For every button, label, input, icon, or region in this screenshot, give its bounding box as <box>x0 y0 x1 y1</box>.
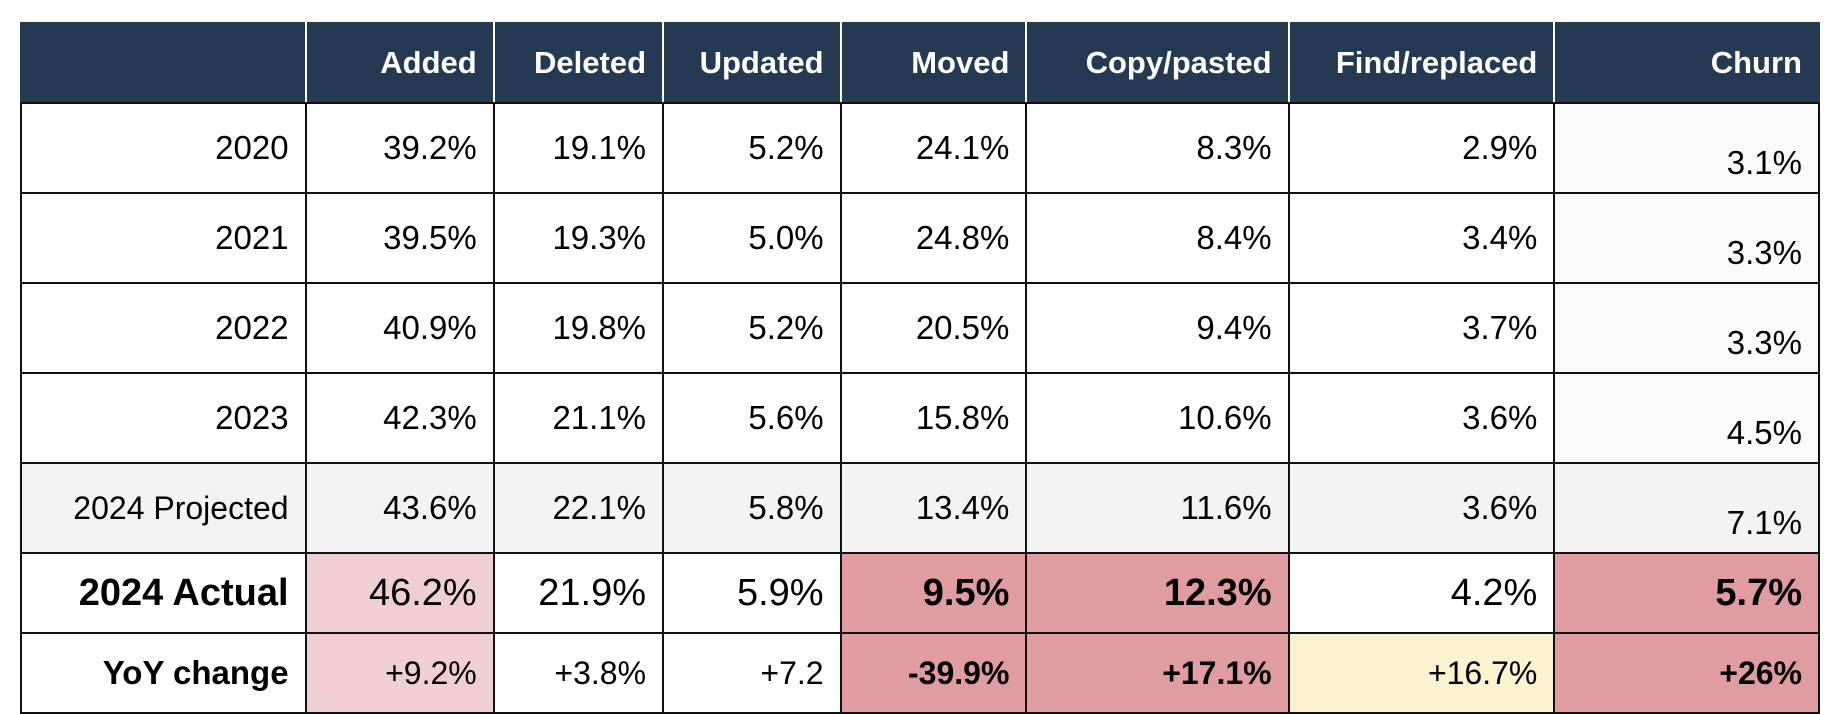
cell-find-replaced: 3.6% <box>1287 372 1556 464</box>
table-row-2024-projected: 2024 Projected 43.6% 22.1% 5.8% 13.4% 11… <box>20 462 1820 554</box>
cell-updated: 5.6% <box>662 372 842 464</box>
cell-copy-pasted: 12.3% <box>1025 552 1290 634</box>
cell-updated: +7.2 <box>662 632 842 714</box>
header-deleted: Deleted <box>492 22 665 104</box>
cell-churn: 5.7% <box>1553 552 1820 634</box>
cell-copy-pasted: 9.4% <box>1025 282 1290 374</box>
cell-find-replaced: 3.6% <box>1287 462 1556 554</box>
table-row-2020: 2020 39.2% 19.1% 5.2% 24.1% 8.3% 2.9% 3.… <box>20 102 1820 194</box>
cell-churn: +26% <box>1553 632 1820 714</box>
cell-added: 46.2% <box>304 552 495 634</box>
cell-find-replaced: +16.7% <box>1287 632 1556 714</box>
cell-updated: 5.0% <box>662 192 842 284</box>
header-corner <box>20 22 307 104</box>
table-row-2021: 2021 39.5% 19.3% 5.0% 24.8% 8.4% 3.4% 3.… <box>20 192 1820 284</box>
cell-added: 42.3% <box>304 372 495 464</box>
row-label: 2022 <box>20 282 307 374</box>
cell-updated: 5.9% <box>662 552 842 634</box>
row-label: 2020 <box>20 102 307 194</box>
code-change-stats-table: Added Deleted Updated Moved Copy/pasted … <box>20 22 1820 714</box>
cell-churn: 7.1% <box>1553 462 1820 554</box>
cell-copy-pasted: 8.4% <box>1025 192 1290 284</box>
cell-copy-pasted: 10.6% <box>1025 372 1290 464</box>
row-label: 2023 <box>20 372 307 464</box>
cell-moved: 15.8% <box>839 372 1028 464</box>
cell-added: 39.2% <box>304 102 495 194</box>
table-row-2024-actual: 2024 Actual 46.2% 21.9% 5.9% 9.5% 12.3% … <box>20 552 1820 634</box>
cell-churn: 4.5% <box>1553 372 1820 464</box>
cell-added: 43.6% <box>304 462 495 554</box>
cell-churn: 3.1% <box>1553 102 1820 194</box>
row-label: 2021 <box>20 192 307 284</box>
cell-moved: -39.9% <box>839 632 1028 714</box>
cell-churn: 3.3% <box>1553 192 1820 284</box>
row-label: 2024 Actual <box>20 552 307 634</box>
table-row-2023: 2023 42.3% 21.1% 5.6% 15.8% 10.6% 3.6% 4… <box>20 372 1820 464</box>
cell-find-replaced: 4.2% <box>1287 552 1556 634</box>
cell-updated: 5.8% <box>662 462 842 554</box>
cell-deleted: 19.1% <box>492 102 665 194</box>
header-find-replaced: Find/replaced <box>1287 22 1556 104</box>
table-row-2022: 2022 40.9% 19.8% 5.2% 20.5% 9.4% 3.7% 3.… <box>20 282 1820 374</box>
cell-deleted: 19.8% <box>492 282 665 374</box>
cell-added: +9.2% <box>304 632 495 714</box>
cell-moved: 9.5% <box>839 552 1028 634</box>
header-added: Added <box>304 22 495 104</box>
cell-deleted: 21.9% <box>492 552 665 634</box>
row-label: 2024 Projected <box>20 462 307 554</box>
cell-updated: 5.2% <box>662 282 842 374</box>
cell-copy-pasted: 11.6% <box>1025 462 1290 554</box>
cell-moved: 24.8% <box>839 192 1028 284</box>
cell-copy-pasted: 8.3% <box>1025 102 1290 194</box>
cell-deleted: 22.1% <box>492 462 665 554</box>
cell-moved: 20.5% <box>839 282 1028 374</box>
cell-copy-pasted: +17.1% <box>1025 632 1290 714</box>
cell-find-replaced: 2.9% <box>1287 102 1556 194</box>
header-moved: Moved <box>839 22 1028 104</box>
cell-find-replaced: 3.4% <box>1287 192 1556 284</box>
cell-deleted: 21.1% <box>492 372 665 464</box>
cell-moved: 13.4% <box>839 462 1028 554</box>
header-row: Added Deleted Updated Moved Copy/pasted … <box>20 22 1820 104</box>
cell-added: 39.5% <box>304 192 495 284</box>
cell-moved: 24.1% <box>839 102 1028 194</box>
row-label: YoY change <box>20 632 307 714</box>
header-copy-pasted: Copy/pasted <box>1025 22 1290 104</box>
cell-churn: 3.3% <box>1553 282 1820 374</box>
cell-deleted: +3.8% <box>492 632 665 714</box>
header-updated: Updated <box>662 22 842 104</box>
cell-find-replaced: 3.7% <box>1287 282 1556 374</box>
cell-deleted: 19.3% <box>492 192 665 284</box>
cell-updated: 5.2% <box>662 102 842 194</box>
table-row-yoy-change: YoY change +9.2% +3.8% +7.2 -39.9% +17.1… <box>20 632 1820 714</box>
cell-added: 40.9% <box>304 282 495 374</box>
header-churn: Churn <box>1553 22 1820 104</box>
